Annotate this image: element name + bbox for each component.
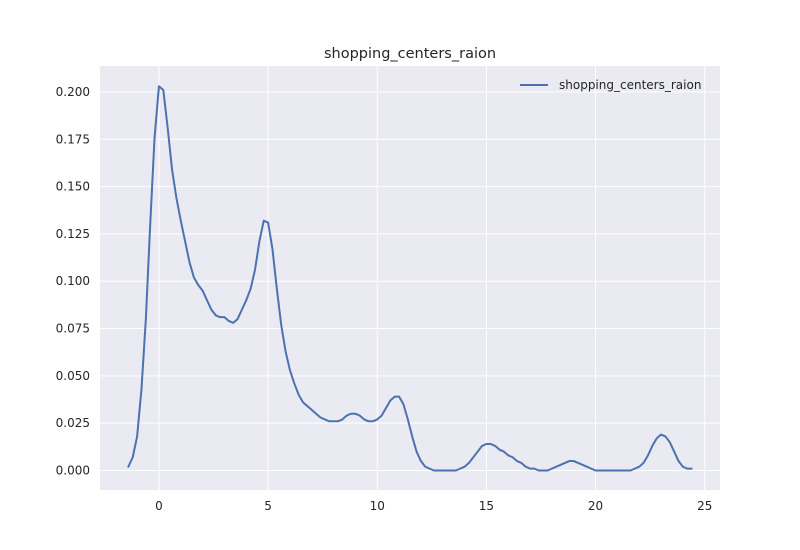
x-tick-label: 15: [479, 499, 494, 513]
y-tick-label: 0.125: [56, 227, 90, 241]
plot-area: [100, 66, 720, 490]
x-tick-label: 25: [697, 499, 712, 513]
x-tick-label: 5: [264, 499, 272, 513]
y-tick-label: 0.050: [56, 369, 90, 383]
legend: shopping_centers_raion: [520, 78, 701, 92]
y-tick-label: 0.000: [56, 464, 90, 478]
y-tick-label: 0.175: [56, 132, 90, 146]
x-tick-label: 0: [155, 499, 163, 513]
y-tick-label: 0.150: [56, 180, 90, 194]
series-layer: [127, 85, 693, 472]
y-axis-ticks: 0.000 0.025 0.050 0.075 0.100 0.125 0.150 0.175…: [56, 85, 90, 478]
x-axis-ticks: 0 5 10 15 20 25: [155, 499, 712, 513]
series-line: [127, 85, 693, 472]
y-tick-label: 0.200: [56, 85, 90, 99]
y-tick-label: 0.075: [56, 322, 90, 336]
x-tick-label: 10: [370, 499, 385, 513]
grid-lines: [100, 66, 720, 490]
chart-title: shopping_centers_raion: [324, 46, 496, 62]
y-tick-label: 0.100: [56, 274, 90, 288]
legend-label: shopping_centers_raion: [559, 78, 701, 92]
x-tick-label: 20: [588, 499, 603, 513]
y-tick-label: 0.025: [56, 416, 90, 430]
